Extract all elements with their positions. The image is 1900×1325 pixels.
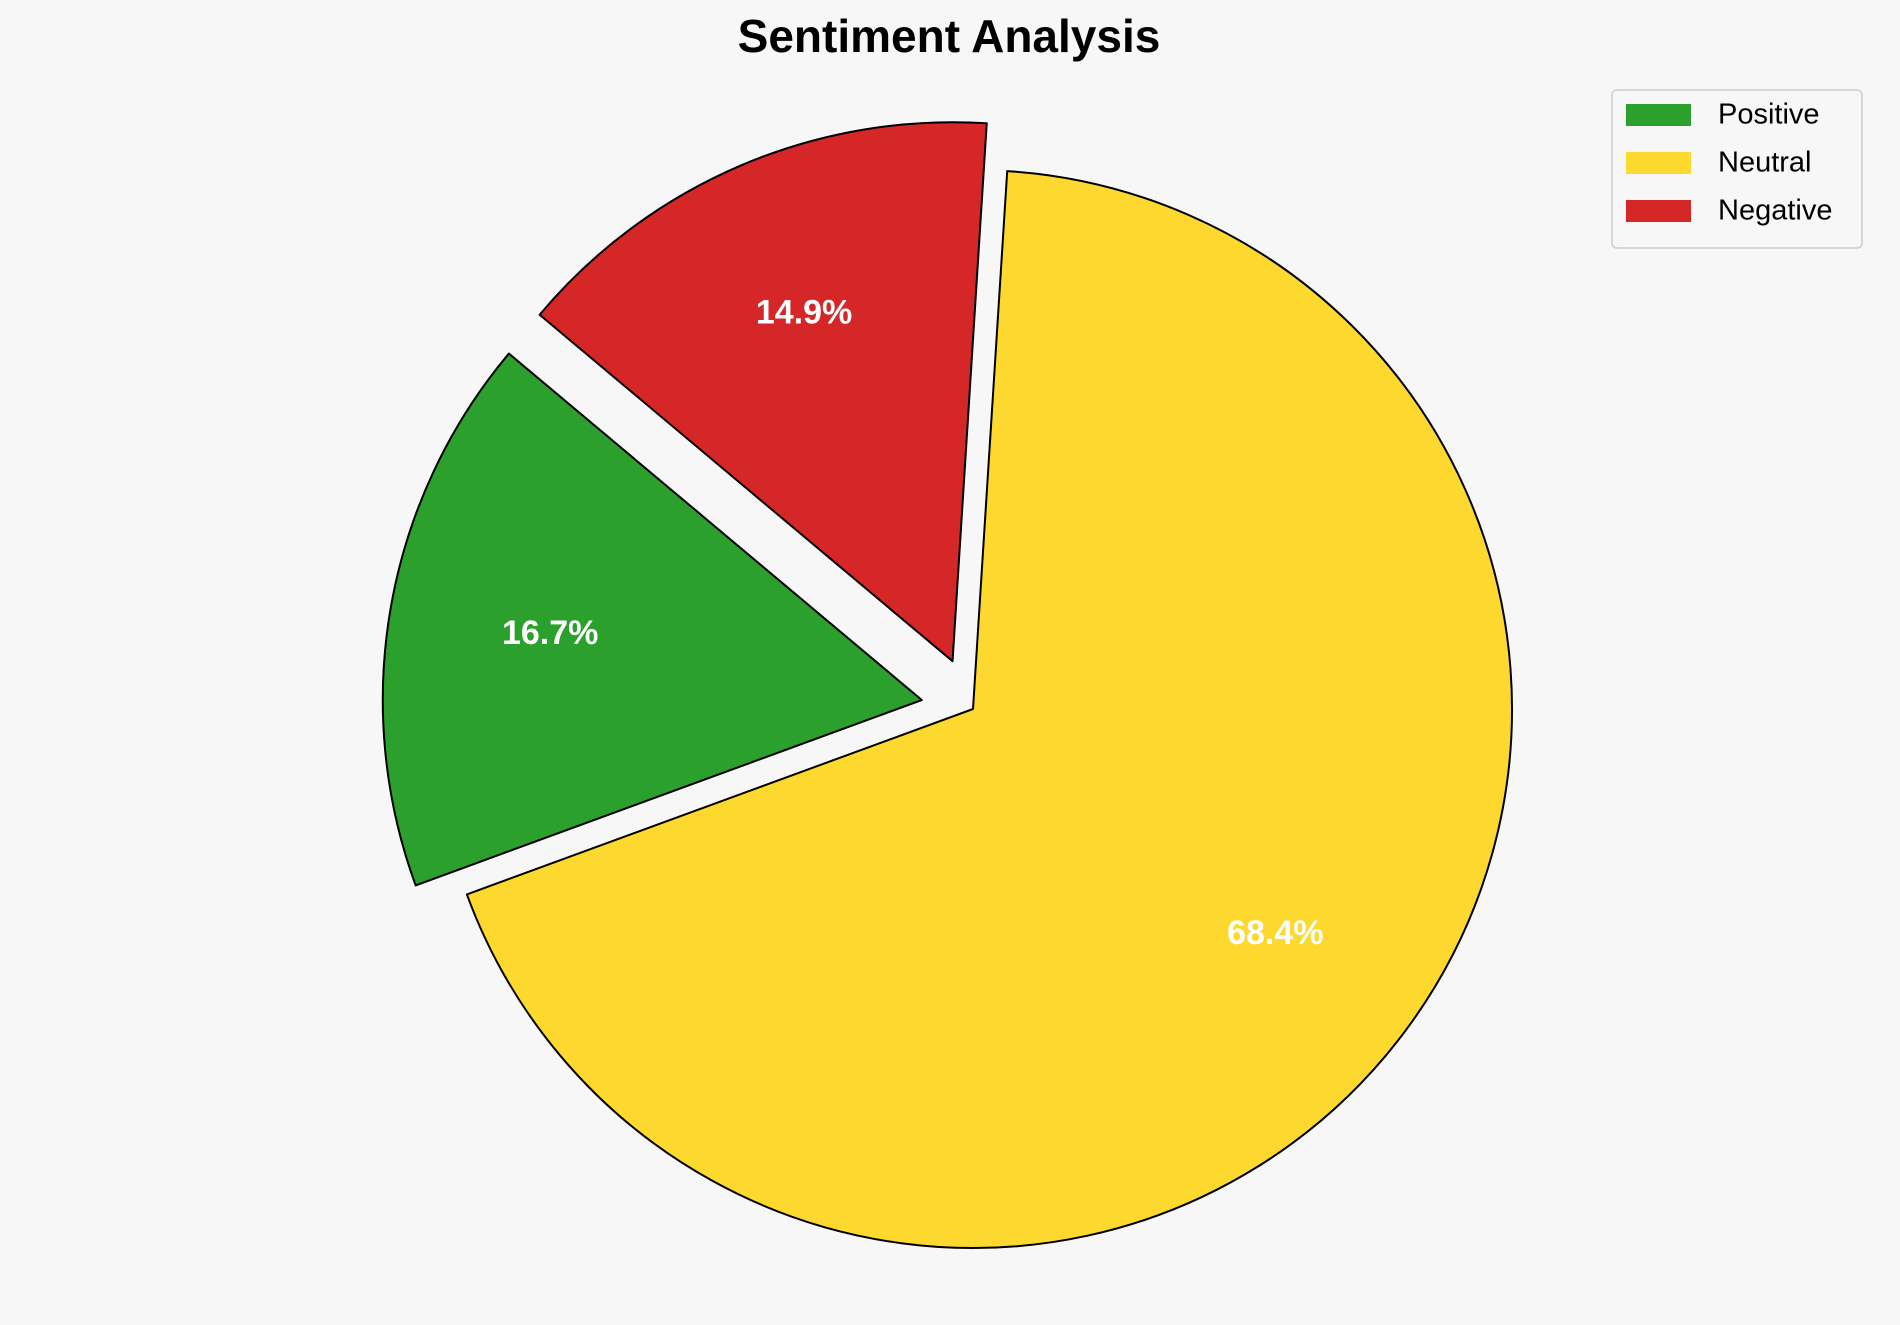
pie-slice <box>538 121 988 663</box>
pie-slice <box>465 170 1513 1249</box>
legend-swatch <box>1626 152 1691 174</box>
legend-label: Negative <box>1718 195 1832 227</box>
legend-label: Neutral <box>1718 147 1812 179</box>
pie-slice <box>381 352 923 887</box>
legend-label: Positive <box>1718 99 1820 131</box>
value-label: 14.9% <box>756 293 852 331</box>
legend-swatch <box>1626 104 1691 126</box>
legend-swatch <box>1626 200 1691 222</box>
value-label: 16.7% <box>502 614 598 652</box>
chart-title: Sentiment Analysis <box>738 10 1161 62</box>
value-label: 68.4% <box>1227 914 1323 952</box>
